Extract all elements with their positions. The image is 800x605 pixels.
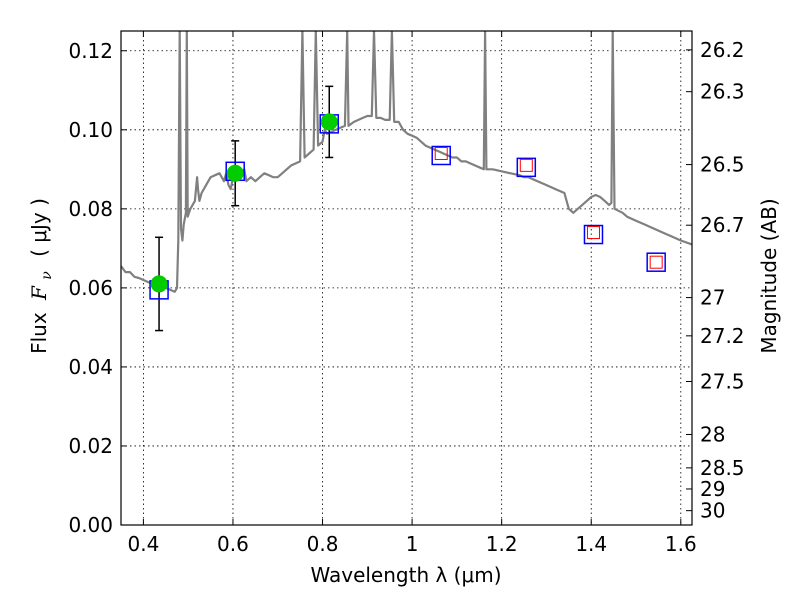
y-tick-label: 0.10 <box>68 118 113 142</box>
mag-tick-label: 26.3 <box>700 80 745 104</box>
model-photometry-marker <box>646 252 666 272</box>
y-tick-label: 0.06 <box>68 276 113 300</box>
mag-tick-label: 27.2 <box>700 324 745 348</box>
y-tick-label: 0.02 <box>68 434 113 458</box>
y-tick-label: 0.04 <box>68 355 113 379</box>
y-tick-label: 0.00 <box>68 513 113 537</box>
svg-text:Flux F ν ( μ: Flux F ν ( μJy ) <box>27 198 56 354</box>
observed-photometry-point <box>150 275 168 293</box>
mag-tick-label: 28 <box>700 422 725 446</box>
observed-photometry-point <box>320 113 338 131</box>
x-tick-label: 0.6 <box>217 532 249 556</box>
model-photometry-marker <box>431 145 451 166</box>
model-photometry-marker <box>583 224 604 245</box>
x-tick-label: 0.4 <box>127 532 159 556</box>
y-axis-label-text: Flux <box>27 312 51 354</box>
mag-tick-label: 26.7 <box>700 213 745 237</box>
mag-tick-label: 30 <box>700 499 725 523</box>
upper-limit-marker <box>649 255 663 269</box>
y-axis-label: Flux F ν ( μJy ) <box>27 198 56 354</box>
observed-photometry-point <box>226 164 244 182</box>
mag-tick-label: 27.5 <box>700 370 745 394</box>
upper-limit-marker <box>519 158 533 172</box>
x-axis-label: Wavelength λ (μm) <box>310 563 501 587</box>
plot-area <box>121 31 692 332</box>
y-tick-label: 0.12 <box>68 39 113 63</box>
x-tick-label: 1.6 <box>665 532 697 556</box>
spectrum-line <box>121 31 692 293</box>
y-tick-label: 0.08 <box>68 197 113 221</box>
mag-tick-label: 28.5 <box>700 456 745 480</box>
x-tick-label: 0.8 <box>307 532 339 556</box>
x-tick-label: 1 <box>406 532 419 556</box>
mag-tick-label: 27 <box>700 286 725 310</box>
axes-frame <box>120 30 693 526</box>
mag-tick-label: 26.2 <box>700 38 745 62</box>
axis-ticks: 0.4 0.6 0.8 1 1.2 1.4 1.6 0.00 0.02 0.04 0.06 0.08 0… <box>68 31 745 556</box>
mag-tick-label: 26.5 <box>700 153 745 177</box>
x-tick-label: 1.2 <box>486 532 518 556</box>
y-axis-label-symbol: F <box>27 285 51 301</box>
y-axis-label-subscript: ν <box>39 271 55 280</box>
upper-limit-marker <box>434 147 448 161</box>
x-tick-label: 1.4 <box>575 532 607 556</box>
right-axis-label: Magnitude (AB) <box>757 198 781 353</box>
upper-limit-marker <box>586 226 600 240</box>
y-axis-label-units: ( μJy ) <box>27 198 51 257</box>
mag-tick-label: 29 <box>700 477 725 501</box>
model-photometry-marker <box>516 157 537 178</box>
